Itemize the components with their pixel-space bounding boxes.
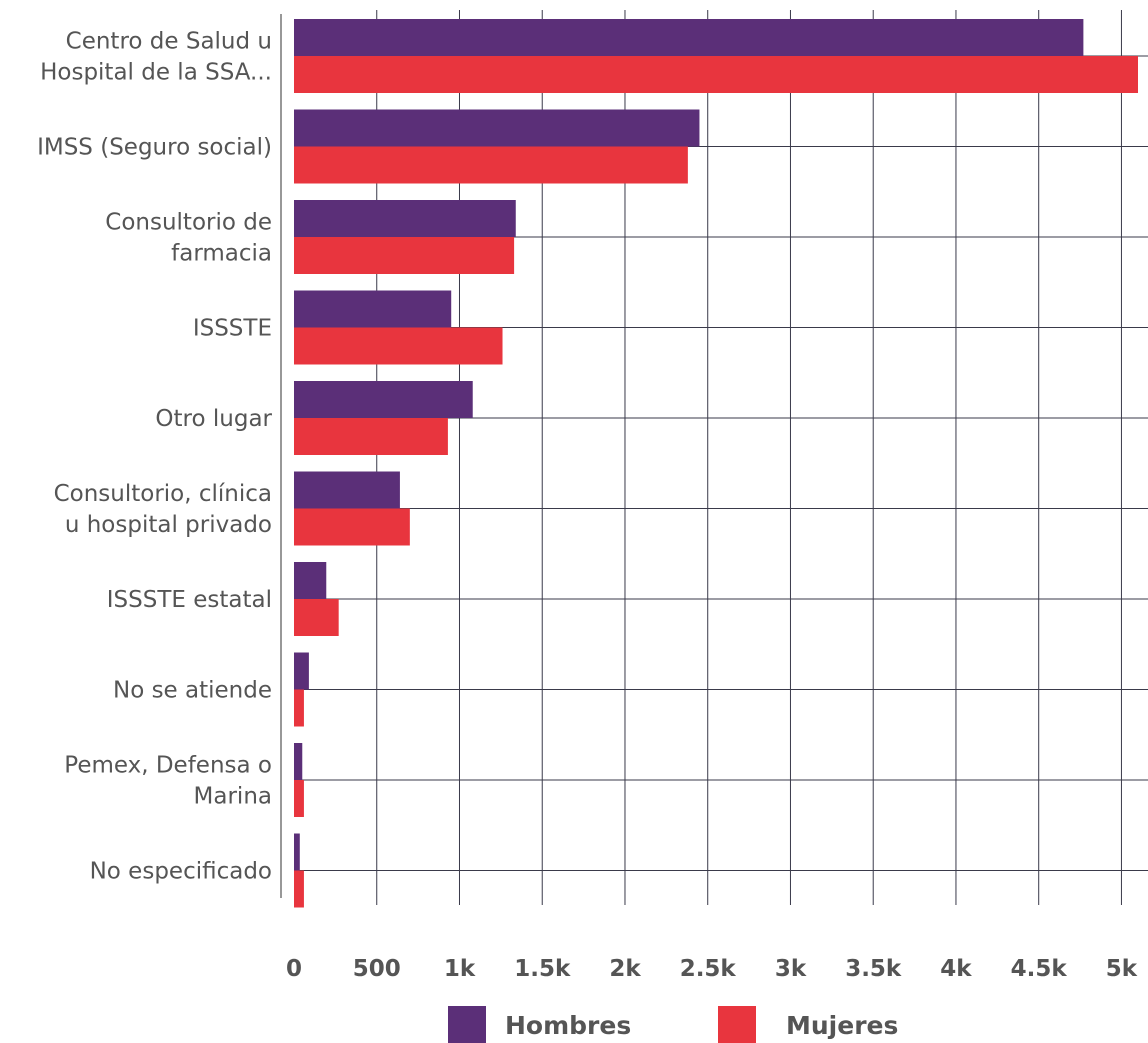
bar-mujeres-9	[294, 780, 304, 817]
category-label-line: farmacia	[171, 241, 272, 267]
bar-mujeres-5	[294, 418, 448, 455]
legend-swatch-mujeres	[718, 1006, 756, 1043]
x-tick-label: 500	[353, 956, 401, 982]
category-label-line: IMSS (Seguro social)	[37, 135, 272, 161]
bar-mujeres-6	[294, 508, 410, 546]
category-label-line: Centro de Salud u	[66, 29, 272, 55]
category-label-line: Consultorio, clínica	[54, 481, 272, 507]
bar-hombres-10	[294, 833, 300, 871]
category-labels: Centro de Salud u Hospital de la SSA... IM…	[37, 29, 272, 885]
category-label-line: No especificado	[90, 859, 272, 885]
category-label-line: ISSSTE estatal	[107, 587, 272, 613]
x-tick-label: 4.5k	[1011, 956, 1068, 982]
bar-mujeres-8	[294, 689, 304, 727]
bar-hombres-1	[294, 19, 1084, 56]
legend[interactable]: Hombres Mujeres	[448, 1006, 898, 1043]
category-label: No se atiende	[113, 678, 272, 704]
bar-hombres-6	[294, 471, 400, 509]
bar-hombres-9	[294, 743, 303, 780]
legend-label-hombres: Hombres	[505, 1011, 631, 1040]
x-tick-label: 1k	[444, 956, 476, 982]
bar-hombres-7	[294, 562, 327, 599]
category-label-line: u hospital privado	[65, 512, 272, 538]
legend-label-mujeres: Mujeres	[786, 1011, 898, 1040]
legend-item-hombres[interactable]: Hombres	[448, 1006, 631, 1043]
bar-mujeres-10	[294, 870, 304, 908]
category-label-line: ISSSTE	[193, 316, 272, 342]
x-tick-label: 0	[286, 956, 302, 982]
category-label: Otro lugar	[155, 406, 272, 432]
category-label-line: No se atiende	[113, 678, 272, 704]
legend-swatch-hombres	[448, 1006, 486, 1043]
x-tick-label: 2k	[609, 956, 641, 982]
x-tick-label: 1.5k	[514, 956, 571, 982]
category-label: ISSSTE	[193, 316, 272, 342]
x-axis-tick-labels: 0 500 1k 1.5k 2k 2.5k 3k 3.5k 4k 4.5k 5k	[286, 956, 1138, 982]
category-label: Centro de Salud u Hospital de la SSA...	[40, 29, 272, 86]
x-tick-label: 3k	[775, 956, 807, 982]
bar-hombres-2	[294, 109, 700, 147]
legend-item-mujeres[interactable]: Mujeres	[718, 1006, 898, 1043]
bars	[294, 19, 1138, 908]
category-label: ISSSTE estatal	[107, 587, 272, 613]
category-label: Pemex, Defensa o Marina	[64, 753, 272, 810]
category-label-line: Hospital de la SSA...	[40, 60, 272, 86]
category-label: Consultorio de farmacia	[105, 210, 272, 267]
x-tick-label: 3.5k	[845, 956, 902, 982]
bar-mujeres-7	[294, 599, 339, 636]
category-label-line: Pemex, Defensa o	[64, 753, 272, 779]
bar-mujeres-1	[294, 56, 1138, 93]
bar-mujeres-2	[294, 146, 688, 184]
bar-hombres-3	[294, 200, 516, 237]
category-label-line: Otro lugar	[155, 406, 272, 432]
bar-hombres-5	[294, 381, 473, 418]
x-tick-label: 5k	[1106, 956, 1138, 982]
bar-hombres-8	[294, 652, 309, 690]
x-tick-label: 2.5k	[680, 956, 737, 982]
bar-mujeres-3	[294, 237, 515, 274]
x-tick-label: 4k	[940, 956, 972, 982]
category-label-line: Consultorio de	[105, 210, 272, 236]
category-label-line: Marina	[194, 784, 272, 810]
category-label: Consultorio, clínica u hospital privado	[54, 481, 272, 538]
category-label: IMSS (Seguro social)	[37, 135, 272, 161]
category-label: No especificado	[90, 859, 272, 885]
bar-hombres-4	[294, 290, 452, 328]
bar-mujeres-4	[294, 327, 503, 365]
